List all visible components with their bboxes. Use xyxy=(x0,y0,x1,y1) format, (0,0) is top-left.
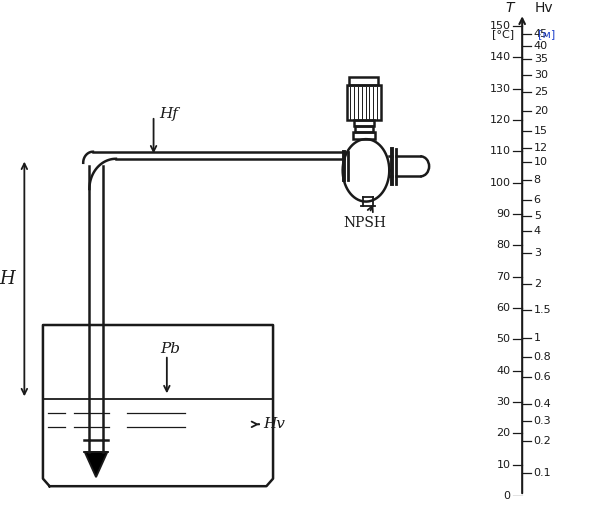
Text: Hv: Hv xyxy=(535,1,553,15)
Bar xyxy=(347,85,380,120)
Text: 35: 35 xyxy=(534,54,548,64)
Text: 0.8: 0.8 xyxy=(534,352,551,361)
Text: 4: 4 xyxy=(534,226,541,236)
Text: Hv: Hv xyxy=(263,417,285,431)
Text: 20: 20 xyxy=(534,105,548,116)
Text: 50: 50 xyxy=(496,334,511,344)
Text: 15: 15 xyxy=(534,126,548,136)
Text: 5: 5 xyxy=(534,211,541,221)
Text: 140: 140 xyxy=(490,52,511,62)
Text: 3: 3 xyxy=(534,248,541,258)
Text: 25: 25 xyxy=(534,87,548,97)
Text: 8: 8 xyxy=(534,174,541,185)
Text: 0.6: 0.6 xyxy=(534,372,551,382)
Text: 30: 30 xyxy=(496,397,511,407)
Text: 12: 12 xyxy=(534,143,548,153)
Text: 0.2: 0.2 xyxy=(534,436,551,446)
Text: 10: 10 xyxy=(496,460,511,470)
Text: 0.3: 0.3 xyxy=(534,416,551,426)
Text: 0: 0 xyxy=(504,491,511,501)
Text: 20: 20 xyxy=(496,428,511,438)
Text: T: T xyxy=(505,1,514,15)
Text: 0.4: 0.4 xyxy=(534,398,551,409)
Text: NPSH: NPSH xyxy=(344,206,387,230)
Bar xyxy=(349,77,379,85)
Text: H: H xyxy=(0,270,16,288)
Text: 150: 150 xyxy=(490,21,511,31)
Text: 90: 90 xyxy=(496,209,511,219)
Text: 100: 100 xyxy=(490,178,511,188)
Text: Pb: Pb xyxy=(160,342,180,356)
Text: 10: 10 xyxy=(534,157,548,167)
Text: 6: 6 xyxy=(534,195,541,205)
Text: 120: 120 xyxy=(490,115,511,125)
Text: 30: 30 xyxy=(534,69,548,80)
Text: 70: 70 xyxy=(496,271,511,282)
Text: 2: 2 xyxy=(534,280,541,289)
Text: 1: 1 xyxy=(534,333,541,343)
Text: 0.1: 0.1 xyxy=(534,468,551,479)
Text: [°C]: [°C] xyxy=(492,29,514,39)
Bar xyxy=(355,125,373,132)
Polygon shape xyxy=(85,452,108,477)
Bar xyxy=(353,120,374,125)
Text: 40: 40 xyxy=(496,365,511,376)
Text: 80: 80 xyxy=(496,241,511,250)
Text: 1.5: 1.5 xyxy=(534,305,551,315)
Text: 130: 130 xyxy=(490,84,511,94)
Text: [м]: [м] xyxy=(538,29,555,39)
Bar xyxy=(353,132,375,139)
Text: 40: 40 xyxy=(534,41,548,51)
Text: 110: 110 xyxy=(490,146,511,156)
Text: 60: 60 xyxy=(496,303,511,313)
Text: 45: 45 xyxy=(534,29,548,39)
Text: Hf: Hf xyxy=(159,107,178,121)
